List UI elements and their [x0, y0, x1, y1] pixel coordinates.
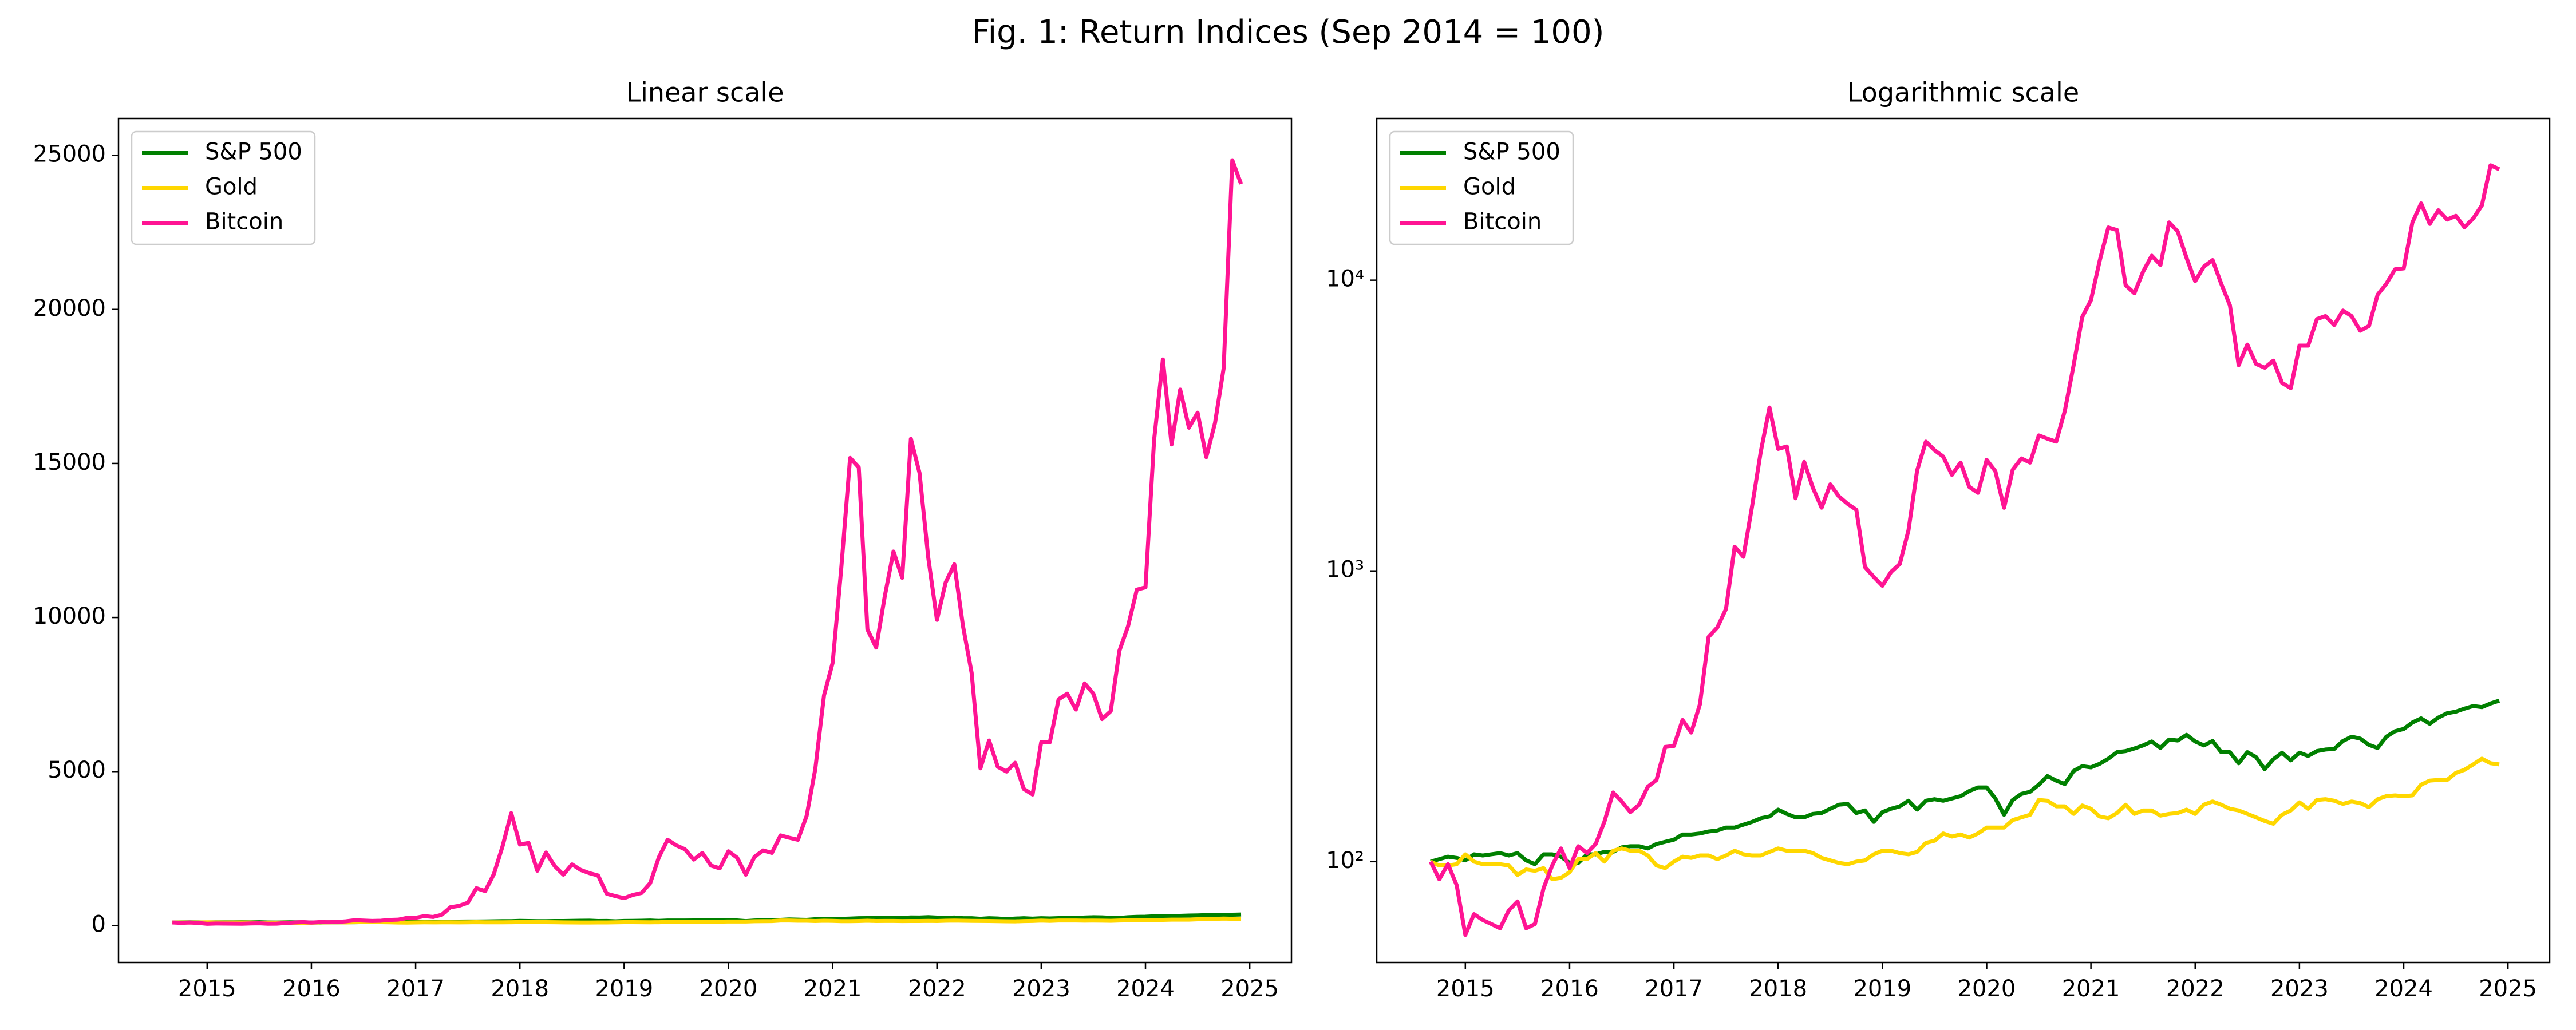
- y-tick-label: 20000: [33, 295, 106, 322]
- x-tick-label: 2019: [595, 976, 653, 1002]
- plot-frame: [117, 117, 1293, 964]
- x-tick-label: 2015: [1436, 976, 1495, 1002]
- x-tick-label: 2019: [1853, 976, 1911, 1002]
- y-tick-label: 10²: [1326, 847, 1364, 874]
- x-tick-label: 2022: [908, 976, 966, 1002]
- y-tick-label: 10³: [1326, 557, 1364, 583]
- x-tick-label: 2018: [1749, 976, 1807, 1002]
- x-tick-label: 2017: [1645, 976, 1703, 1002]
- x-tick-label: 2021: [2062, 976, 2120, 1002]
- series-line: [1430, 699, 2500, 866]
- x-tick-label: 2025: [2479, 976, 2537, 1002]
- legend-box: [131, 130, 316, 245]
- figure-title: Fig. 1: Return Indices (Sep 2014 = 100): [971, 14, 1604, 51]
- x-tick-label: 2021: [804, 976, 862, 1002]
- series-line: [172, 158, 1243, 926]
- y-tick-label: 0: [92, 911, 106, 937]
- legend-label: Gold: [205, 174, 258, 200]
- x-tick-label: 2016: [1540, 976, 1599, 1002]
- x-tick-label: 2024: [2374, 976, 2433, 1002]
- x-tick-label: 2022: [2166, 976, 2225, 1002]
- y-tick-label: 10000: [33, 603, 106, 629]
- x-tick-label: 2020: [700, 976, 758, 1002]
- legend-label: S&P 500: [205, 139, 302, 165]
- legend-label: Gold: [1463, 174, 1516, 200]
- x-tick-label: 2016: [282, 976, 341, 1002]
- y-tick-label: 15000: [33, 449, 106, 476]
- chart-title: Logarithmic scale: [1847, 77, 2079, 108]
- legend-label: Bitcoin: [1463, 209, 1542, 235]
- x-tick-label: 2024: [1116, 976, 1175, 1002]
- legend-box: [1389, 130, 1574, 245]
- x-tick-label: 2020: [1958, 976, 2016, 1002]
- x-tick-label: 2023: [1012, 976, 1070, 1002]
- plot-frame: [1376, 117, 2551, 964]
- series-line: [1429, 163, 2500, 937]
- x-tick-label: 2023: [2270, 976, 2329, 1002]
- x-tick-label: 2018: [491, 976, 549, 1002]
- legend-label: Bitcoin: [205, 209, 283, 235]
- legend-label: S&P 500: [1463, 139, 1560, 165]
- x-tick-label: 2017: [386, 976, 445, 1002]
- chart-title: Linear scale: [626, 77, 784, 108]
- y-tick-label: 25000: [33, 141, 106, 168]
- y-tick-label: 10⁴: [1326, 266, 1364, 292]
- y-tick-label: 5000: [48, 757, 106, 783]
- series-line: [1429, 756, 2500, 882]
- x-tick-label: 2025: [1220, 976, 1279, 1002]
- x-tick-label: 2015: [178, 976, 236, 1002]
